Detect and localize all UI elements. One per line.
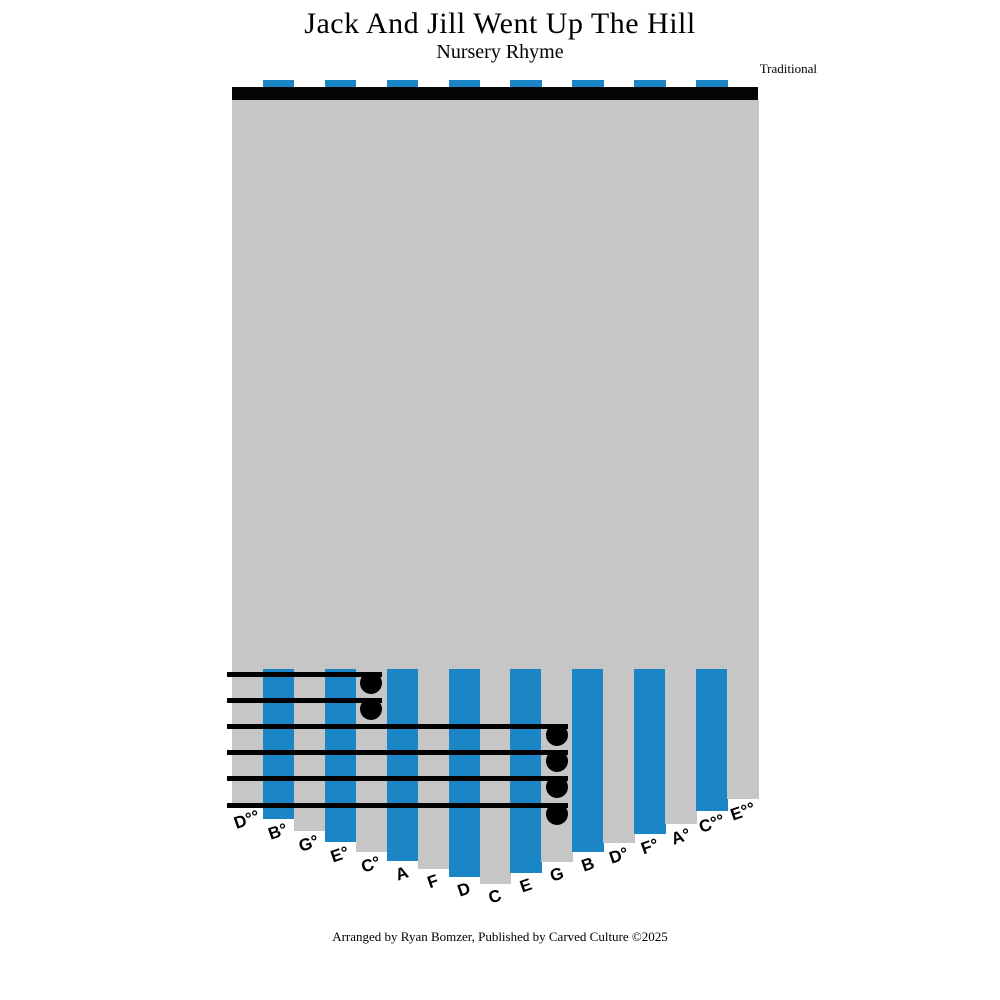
tine-column	[727, 100, 759, 799]
note-dot	[545, 750, 568, 772]
tine-stripe	[510, 669, 542, 873]
tine-column	[541, 100, 573, 862]
tine-stripe	[262, 669, 295, 819]
tine-top-stub	[386, 80, 419, 88]
tine-stripe	[324, 669, 357, 842]
tine-top-stub	[696, 80, 728, 88]
note-line	[227, 803, 568, 808]
song-subtitle: Nursery Rhyme	[436, 41, 564, 63]
tine-column	[665, 100, 697, 824]
note-line	[227, 672, 383, 677]
song-title: Jack And Jill Went Up The Hill	[304, 7, 696, 40]
tine-top-stub	[572, 80, 604, 88]
tine-top-stub	[262, 80, 295, 88]
note-line	[227, 750, 568, 755]
note-line	[227, 724, 568, 729]
tine-top-stub	[634, 80, 666, 88]
tine-column	[603, 100, 635, 843]
tine-stripe	[572, 669, 604, 852]
note-line	[227, 776, 568, 781]
tine-top-stub	[324, 80, 357, 88]
tab-end-bar	[232, 87, 758, 100]
arrangement-credit: Arranged by Ryan Bomzer, Published by Ca…	[332, 929, 668, 944]
tine-stripe	[696, 669, 728, 811]
tine-stripe	[448, 669, 481, 877]
note-dot	[545, 803, 568, 825]
tine-column	[293, 100, 326, 831]
note-dot	[360, 672, 383, 694]
credit-traditional: Traditional	[759, 61, 817, 76]
tine-stripe	[386, 669, 419, 861]
note-dot	[545, 724, 568, 746]
tine-top-stub	[448, 80, 481, 88]
note-dot	[545, 776, 568, 798]
tine-column	[232, 100, 264, 807]
note-line	[227, 698, 383, 703]
tine-column	[479, 100, 512, 884]
tine-stripe	[634, 669, 666, 834]
note-dot	[360, 698, 383, 720]
tine-column	[417, 100, 450, 869]
tine-column	[355, 100, 388, 852]
tine-top-stub	[510, 80, 542, 88]
